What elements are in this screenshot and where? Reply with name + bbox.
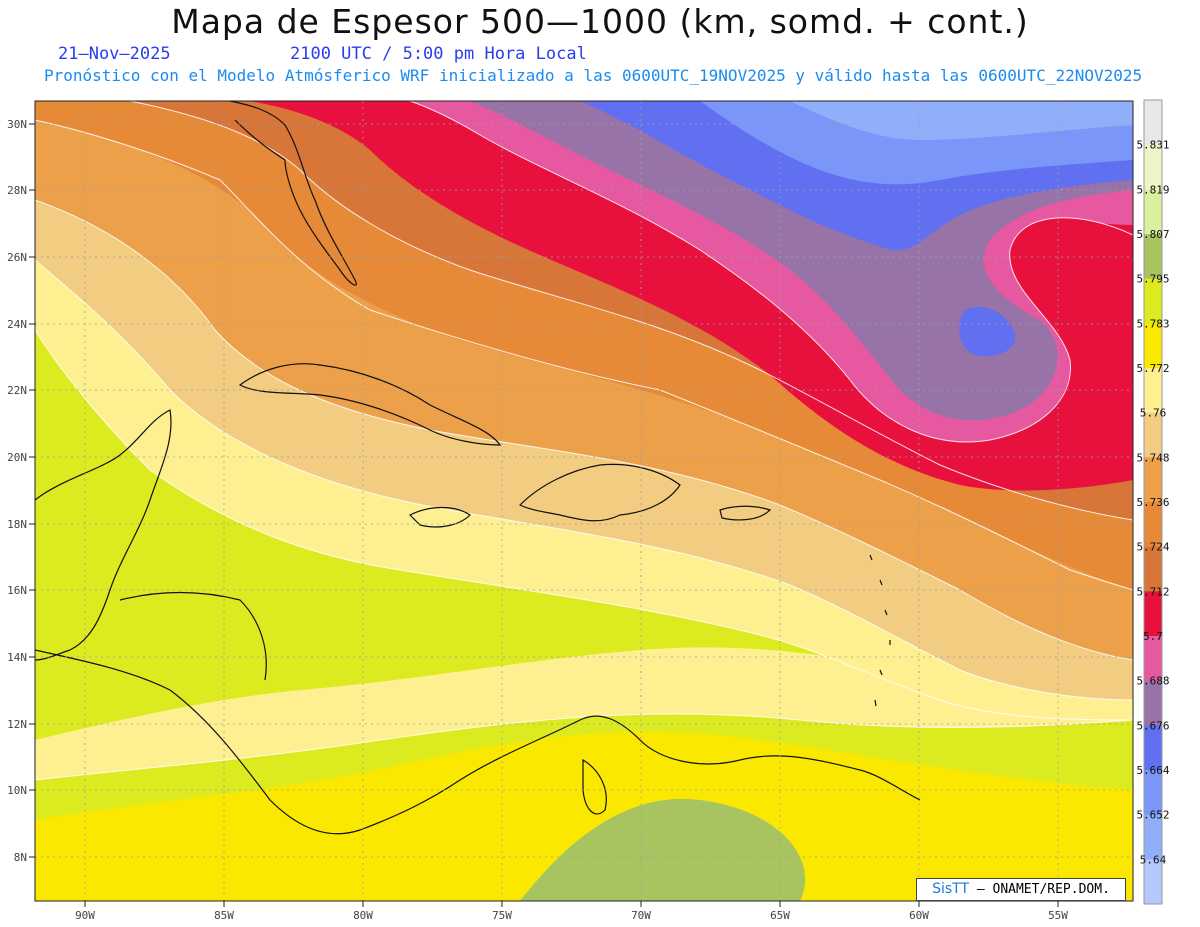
colorbar-label: 5.7 [1143,630,1163,643]
lat-label-8n: 8N [14,851,27,864]
lat-label-16n: 16N [7,584,27,597]
lon-tick: 90W [75,901,95,922]
credit-box: SisTT — ONAMET/REP.DOM. [916,878,1126,901]
lat-tick: 14N [7,651,35,664]
lon-label-70w: 70W [631,909,651,922]
lat-label-24n: 24N [7,318,27,331]
colorbar-label: 5.712 [1136,585,1169,598]
colorbar-label: 5.795 [1136,273,1169,286]
colorbar-label: 5.676 [1136,719,1169,732]
lon-label-75w: 75W [492,909,512,922]
lon-label-85w: 85W [214,909,234,922]
lat-tick: 16N [7,584,35,597]
colorbar-label: 5.736 [1136,496,1169,509]
lat-label-20n: 20N [7,451,27,464]
lon-label-55w: 55W [1048,909,1068,922]
lat-tick: 26N [7,251,35,264]
colorbar-label: 5.748 [1136,451,1169,464]
lon-label-90w: 90W [75,909,95,922]
lon-label-80w: 80W [353,909,373,922]
colorbar-label: 5.688 [1136,675,1169,688]
lat-tick: 10N [7,784,35,797]
colorbar-label: 5.819 [1136,183,1169,196]
lat-label-12n: 12N [7,718,27,731]
longitude-axis: 90W 85W 80W 75W 70W 65W 60W 55W [75,901,1068,922]
colorbar-label: 5.664 [1136,764,1169,777]
lon-tick: 55W [1048,901,1068,922]
lon-tick: 70W [631,901,651,922]
lat-tick: 24N [7,318,35,331]
lat-label-26n: 26N [7,251,27,264]
colorbar-label: 5.652 [1136,809,1169,822]
lat-label-22n: 22N [7,384,27,397]
colorbar-label: 5.64 [1140,853,1167,866]
lon-tick: 85W [214,901,234,922]
lon-tick: 80W [353,901,373,922]
colorbar-label: 5.831 [1136,139,1169,152]
lat-tick: 8N [14,851,35,864]
lat-label-28n: 28N [7,184,27,197]
lat-tick: 12N [7,718,35,731]
contour-fill-layer [35,101,1133,901]
lat-tick: 30N [7,118,35,131]
credit-text: — ONAMET/REP.DOM. [977,882,1110,897]
lon-label-65w: 65W [770,909,790,922]
colorbar-label: 5.772 [1136,362,1169,375]
lat-tick: 20N [7,451,35,464]
colorbar-label: 5.76 [1140,407,1167,420]
colorbar-label: 5.724 [1136,541,1169,554]
lon-tick: 65W [770,901,790,922]
lon-tick: 75W [492,901,512,922]
colorbar-label: 5.783 [1136,317,1169,330]
lon-tick: 60W [909,901,929,922]
lat-label-14n: 14N [7,651,27,664]
lat-tick: 22N [7,384,35,397]
colorbar-legend: 5.831 5.819 5.807 5.795 5.783 5.772 5.76 5.748 5… [1136,100,1169,905]
lat-tick: 18N [7,518,35,531]
sispi-logo: SisTT [932,881,969,897]
lat-tick: 28N [7,184,35,197]
colorbar-label: 5.807 [1136,228,1169,241]
lat-label-10n: 10N [7,784,27,797]
lat-label-30n: 30N [7,118,27,131]
latitude-axis: 30N 28N 26N 24N 22N 20N 18N 16N 14N 12N … [7,118,35,864]
lon-label-60w: 60W [909,909,929,922]
lat-label-18n: 18N [7,518,27,531]
